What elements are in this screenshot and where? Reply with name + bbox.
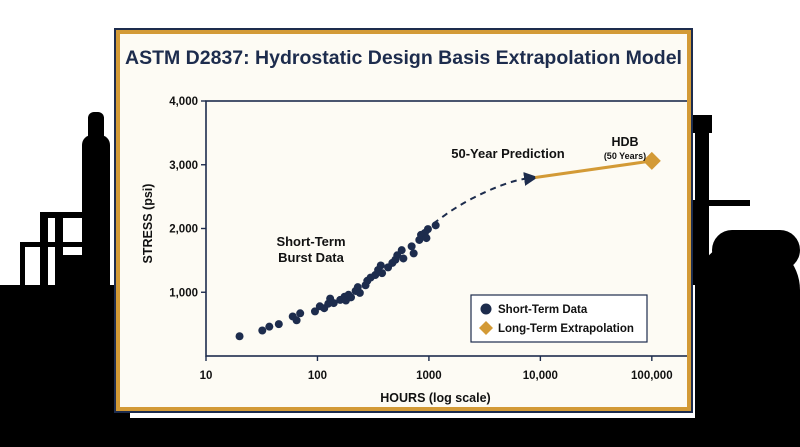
legend-swatch-long-term [479, 321, 493, 335]
x-tick-label: 10 [200, 370, 213, 382]
y-tick-label: 2,000 [169, 224, 198, 236]
data-point [409, 249, 418, 258]
x-tick-label: 100 [308, 370, 327, 382]
data-point [422, 234, 431, 243]
hdb-marker [642, 151, 661, 170]
prediction-label: 50-Year Prediction [451, 146, 564, 161]
legend-box [470, 294, 648, 343]
data-point [274, 320, 283, 329]
data-point [407, 242, 416, 251]
data-point [347, 293, 356, 302]
chart-plot: 1,000 2,000 3,000 4,000 10 100 1000 10,000 100,0… [141, 96, 687, 405]
y-tick-label: 3,000 [169, 160, 198, 172]
data-point [399, 254, 408, 263]
data-point [329, 299, 338, 308]
extrapolation-line [535, 159, 653, 179]
x-tick-label: 10,000 [523, 370, 558, 382]
data-point [296, 309, 305, 318]
data-point [292, 316, 301, 325]
data-point [258, 326, 267, 335]
data-point [265, 322, 274, 331]
y-axis-title: STRESS (psi) [141, 184, 155, 264]
data-point [310, 307, 319, 316]
chart-title: ASTM D2837: Hydrostatic Design Basis Ext… [125, 47, 682, 69]
legend-label-short-term: Short-Term Data [498, 304, 588, 316]
y-tick-label: 4,000 [169, 96, 198, 108]
data-point [423, 225, 432, 234]
hdb-sublabel: (50 Years) [604, 151, 646, 161]
data-point [378, 269, 387, 278]
short-term-label: Burst Data [278, 250, 345, 265]
chart-panel: ASTM D2837: Hydrostatic Design Basis Ext… [116, 30, 691, 411]
legend-swatch-short-term [480, 303, 492, 315]
data-point [376, 261, 385, 270]
hdb-label: HDB [611, 135, 638, 149]
short-term-label: Short-Term [276, 234, 345, 249]
data-point [235, 332, 244, 341]
x-tick-label: 1000 [416, 370, 442, 382]
y-tick-label: 1,000 [169, 287, 198, 299]
data-point [355, 288, 364, 297]
data-point [397, 246, 406, 255]
legend-label-long-term: Long-Term Extrapolation [498, 323, 634, 335]
trend-curve [432, 172, 539, 225]
data-point [431, 221, 440, 230]
x-tick-label: 100,000 [631, 370, 673, 382]
x-axis-title: HOURS (log scale) [380, 391, 490, 405]
